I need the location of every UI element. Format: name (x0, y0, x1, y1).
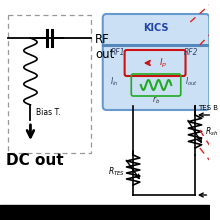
Text: TES B: TES B (198, 105, 218, 111)
Text: DC out: DC out (6, 152, 63, 167)
Text: $I_p$: $I_p$ (160, 57, 168, 70)
Text: $R_{sh}$: $R_{sh}$ (205, 126, 218, 138)
Bar (8, 15, 91, 153)
Text: $r_b$: $r_b$ (152, 94, 160, 106)
Text: $I_{out}$: $I_{out}$ (185, 76, 198, 88)
Text: RF
out: RF out (95, 33, 115, 61)
Text: $I_{in}$: $I_{in}$ (110, 76, 119, 88)
Text: $R_{TES}$: $R_{TES}$ (108, 166, 126, 178)
Text: Bias T.: Bias T. (36, 108, 61, 117)
Text: RF1: RF1 (110, 48, 125, 57)
Text: KICS: KICS (143, 23, 169, 33)
FancyBboxPatch shape (103, 14, 209, 110)
Text: RF2: RF2 (183, 48, 198, 57)
